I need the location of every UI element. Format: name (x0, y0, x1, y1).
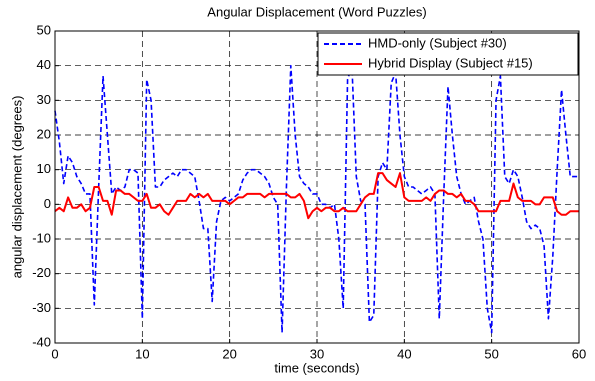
y-tick-label: 20 (37, 126, 51, 141)
data-line (54, 172, 579, 220)
x-tick-label: 30 (310, 346, 324, 361)
legend-box (317, 32, 579, 76)
y-tick-label: 30 (37, 92, 51, 107)
y-tick-label: -10 (32, 230, 51, 245)
x-tick-label: 60 (572, 346, 586, 361)
y-tick-label: -40 (32, 334, 51, 349)
x-tick-label: 10 (135, 346, 149, 361)
x-axis-label: time (seconds) (274, 360, 359, 375)
y-tick-label: 0 (44, 196, 51, 211)
x-tick-label: 40 (397, 346, 411, 361)
legend-label: Hybrid Display (Subject #15) (368, 55, 533, 70)
y-tick-label: -30 (32, 300, 51, 315)
y-tick-label: -20 (32, 265, 51, 280)
legend-label: HMD-only (Subject #30) (368, 35, 507, 50)
y-tick-label: 10 (37, 161, 51, 176)
x-tick-label: 0 (51, 346, 58, 361)
data-line (54, 64, 579, 334)
x-tick-label: 20 (222, 346, 236, 361)
y-tick-label: 40 (37, 57, 51, 72)
y-axis-label: angular displacement (degrees) (9, 96, 24, 279)
chart-title: Angular Displacement (Word Puzzles) (207, 4, 426, 19)
x-tick-label: 50 (484, 346, 498, 361)
plot-frame (54, 30, 580, 344)
y-tick-label: 50 (37, 22, 51, 37)
